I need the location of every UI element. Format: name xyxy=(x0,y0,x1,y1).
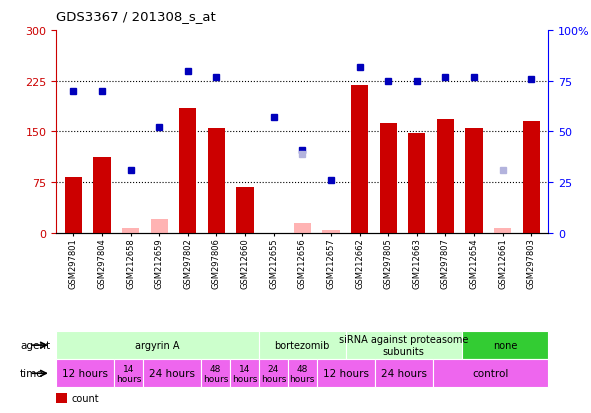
Text: siRNA against proteasome
subunits: siRNA against proteasome subunits xyxy=(339,335,468,356)
Bar xyxy=(522,122,540,233)
Bar xyxy=(208,129,225,233)
Text: 12 hours: 12 hours xyxy=(62,368,108,378)
Bar xyxy=(322,230,339,233)
Text: 48
hours: 48 hours xyxy=(203,364,228,383)
Text: control: control xyxy=(472,368,509,378)
Text: time: time xyxy=(20,368,44,378)
Bar xyxy=(236,188,254,233)
Text: 24 hours: 24 hours xyxy=(381,368,427,378)
Bar xyxy=(351,86,368,233)
Text: GDS3367 / 201308_s_at: GDS3367 / 201308_s_at xyxy=(56,10,216,23)
Bar xyxy=(437,120,454,233)
Bar xyxy=(494,228,511,233)
Text: none: none xyxy=(493,340,517,350)
Bar xyxy=(65,178,82,233)
Text: 48
hours: 48 hours xyxy=(290,364,315,383)
Text: argyrin A: argyrin A xyxy=(135,340,180,350)
Text: 14
hours: 14 hours xyxy=(116,364,141,383)
Bar xyxy=(379,124,397,233)
Bar xyxy=(294,224,311,233)
Text: 24
hours: 24 hours xyxy=(261,364,286,383)
Text: count: count xyxy=(72,393,99,403)
Bar xyxy=(466,129,483,233)
Text: 24 hours: 24 hours xyxy=(149,368,195,378)
Bar xyxy=(179,109,196,233)
Bar xyxy=(122,228,139,233)
Bar xyxy=(93,158,111,233)
Bar xyxy=(151,220,168,233)
Text: bortezomib: bortezomib xyxy=(275,340,330,350)
Text: agent: agent xyxy=(20,340,50,350)
Text: 12 hours: 12 hours xyxy=(323,368,369,378)
Text: 14
hours: 14 hours xyxy=(232,364,257,383)
Bar xyxy=(408,133,426,233)
